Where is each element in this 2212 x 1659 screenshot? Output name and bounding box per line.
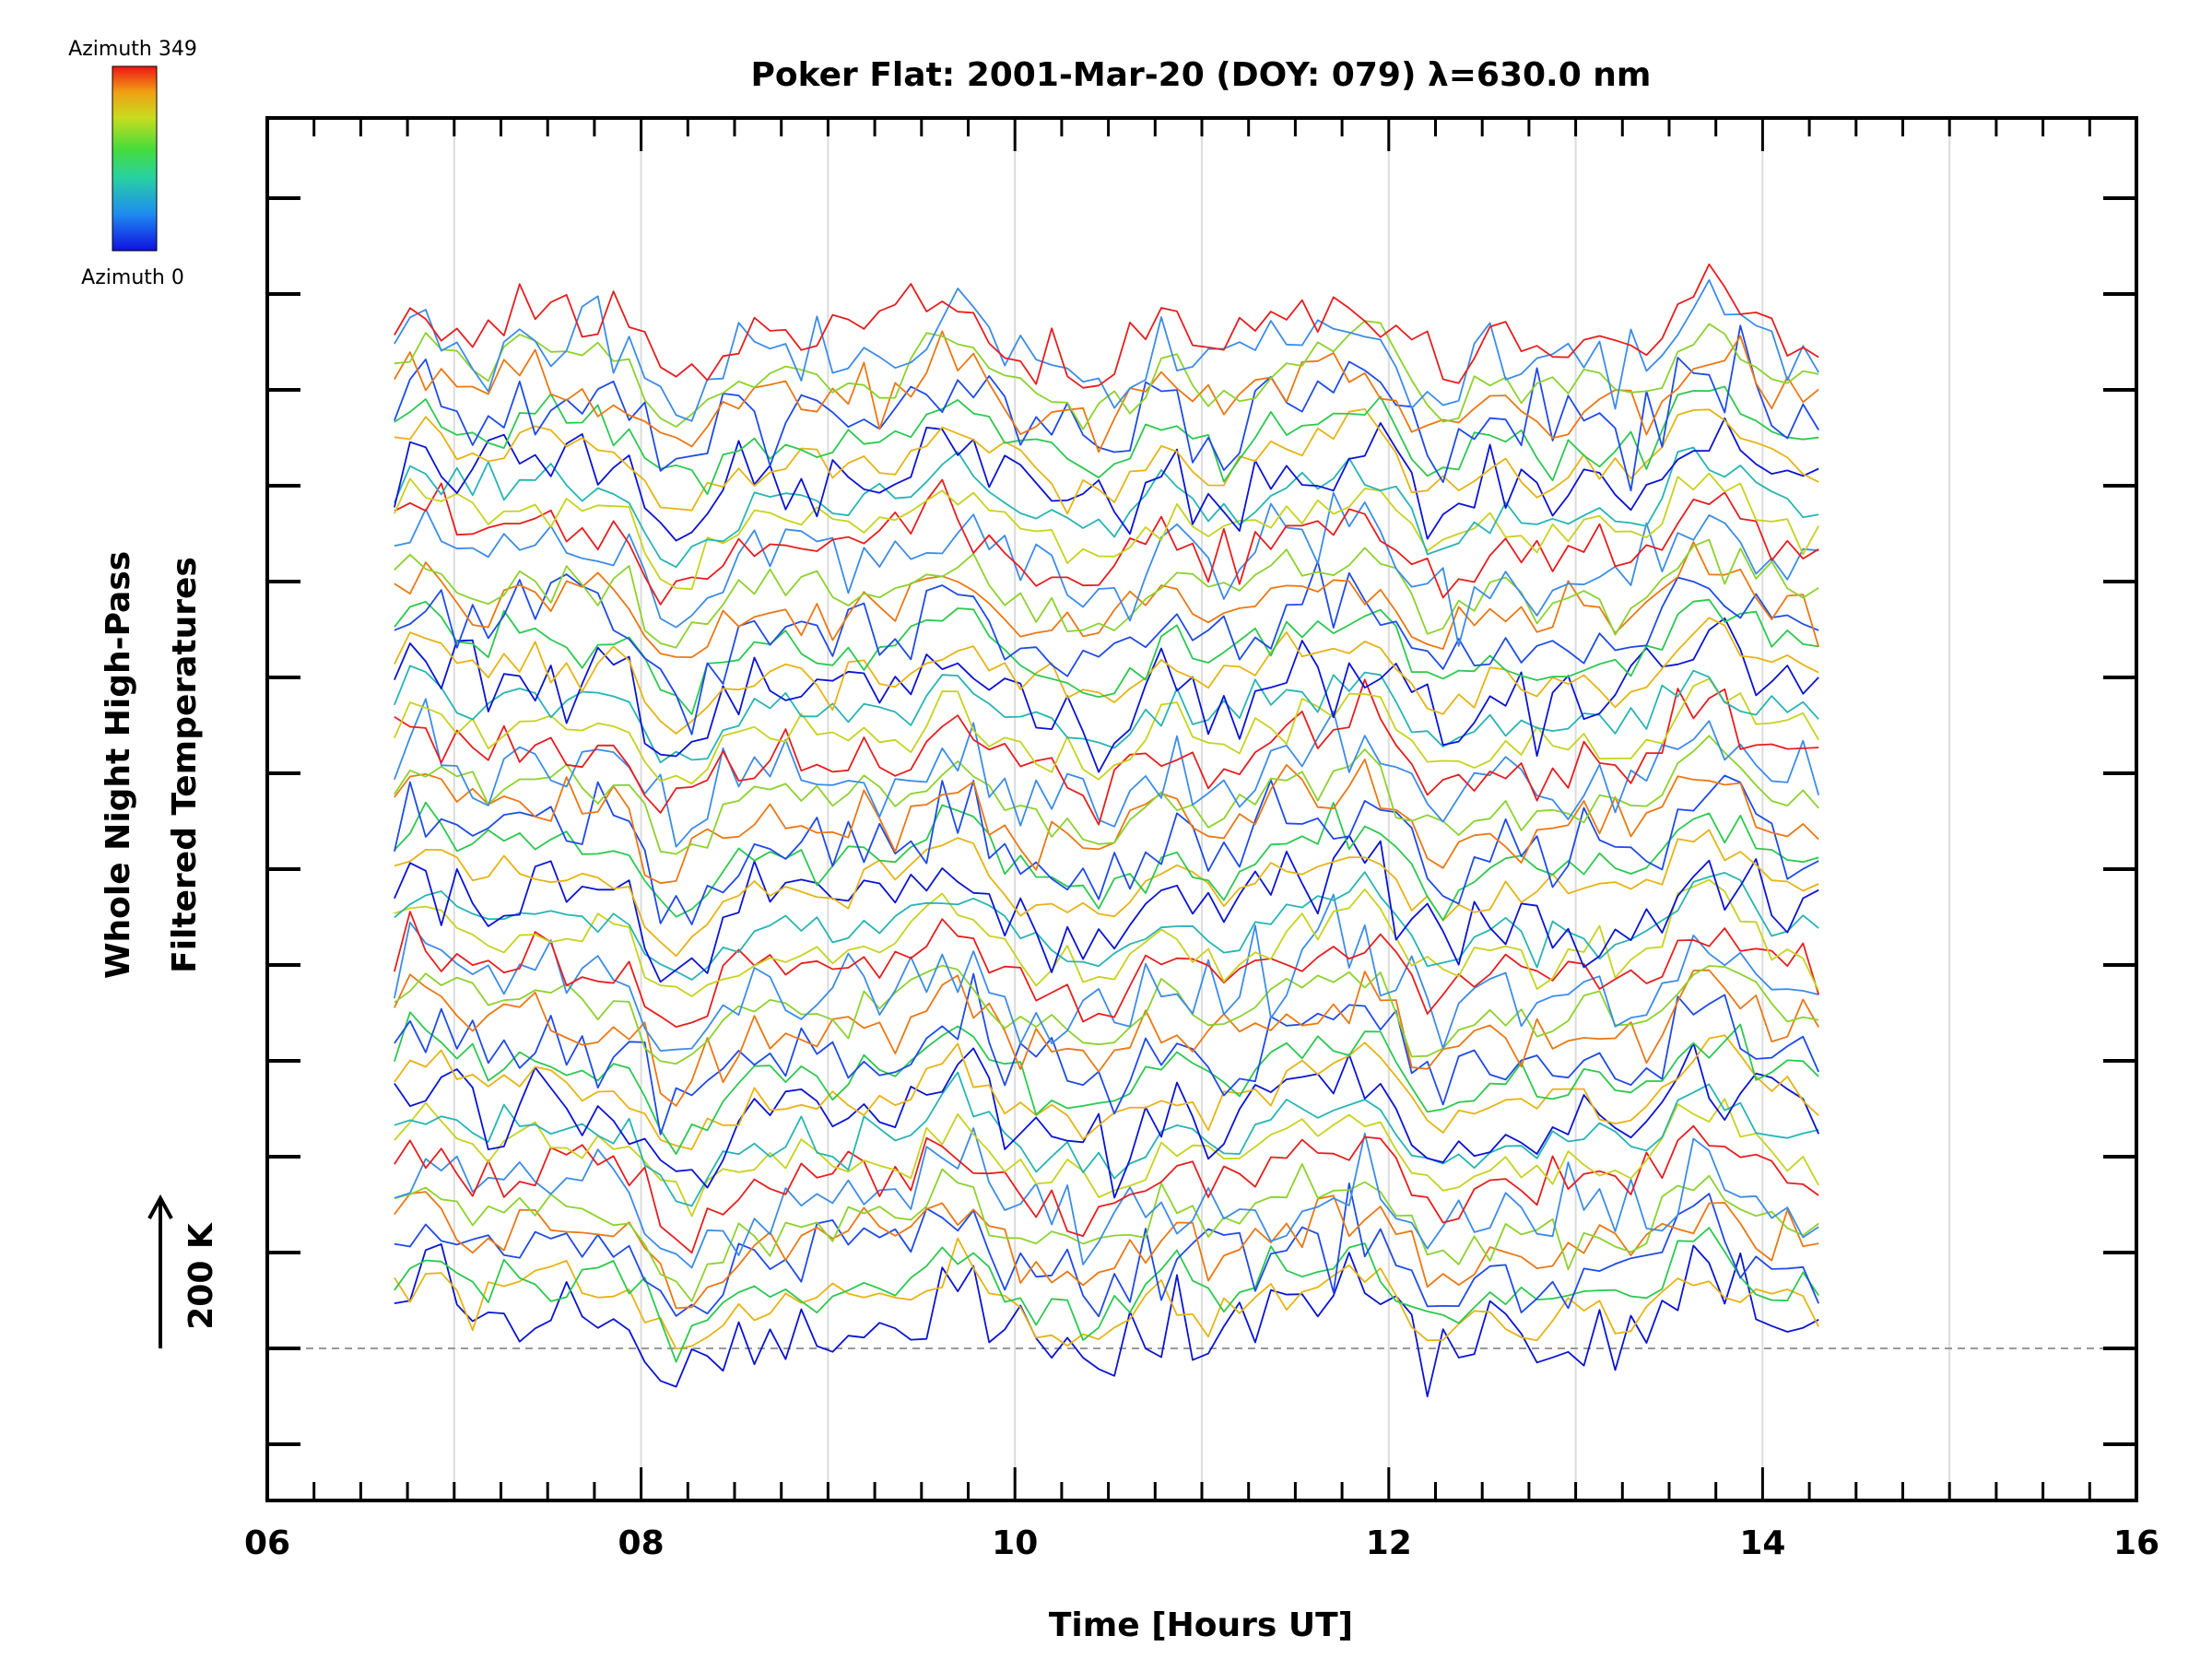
y-axis-label-line1: Whole Night High-Pass [100,551,137,979]
series-line [394,871,1819,981]
scale-label: 200 K [182,1222,220,1330]
series-line [394,1227,1819,1363]
series-line [394,491,1819,647]
series-line [394,560,1819,735]
series-line [394,911,1820,1028]
series-line [394,385,1819,496]
colorbar-top-label: Azimuth 349 [68,38,197,61]
scale-arrow [147,1194,173,1348]
series-line [394,774,1819,925]
x-tick-label: 06 [244,1524,290,1562]
series-line [394,801,1819,922]
series-line [394,1237,1820,1350]
x-tick-label: 14 [1739,1524,1785,1562]
chart-title: Poker Flat: 2001-Mar-20 (DOY: 079) λ=630… [751,56,1652,94]
tick-labels: 06 08 10 12 14 16 [244,1524,2159,1562]
series-line [394,665,1819,764]
series-line [394,677,1819,785]
series-line [394,735,1819,855]
colorbar-bottom-label: Azimuth 0 [81,266,184,289]
series-line [394,1034,1819,1150]
x-tick-label: 16 [2113,1524,2159,1562]
series-line [394,1071,1819,1207]
series-line [394,759,1819,885]
series-line [394,1182,1820,1318]
series-line [394,972,1820,1135]
series-line [394,1098,1819,1218]
x-tick-label: 08 [618,1524,665,1562]
series-group [394,263,1820,1398]
series-line [394,1124,1819,1254]
series-line [394,617,1819,773]
series-line [394,1127,1819,1269]
series-line [394,878,1820,997]
series-line [394,330,1819,453]
colorbar [112,65,158,252]
series-line [394,324,1819,492]
series-line [394,969,1819,1107]
series-line [394,320,1819,430]
series-line [394,263,1819,389]
y-axis-label-line2: Filtered Temperatures [166,557,204,973]
series-line [394,541,1820,658]
series-line [394,1041,1820,1199]
series-line [394,478,1819,606]
series-line [394,1243,1819,1398]
ticks [265,118,2138,1500]
series-line [394,407,1819,515]
series-line [394,598,1819,715]
x-tick-label: 10 [992,1524,1038,1562]
series-line [394,964,1819,1065]
grid [453,118,1951,1500]
series-line [394,1011,1819,1155]
series-line [394,893,1819,1052]
x-tick-label: 12 [1366,1524,1412,1562]
series-line [394,446,1819,569]
series-line [394,472,1819,591]
series-line [394,1163,1819,1302]
series-line [394,538,1819,649]
series-line [394,678,1819,826]
series-line [394,617,1819,735]
x-axis-label: Time [Hours UT] [1049,1606,1353,1644]
series-line [394,829,1819,958]
series-line [394,278,1819,422]
